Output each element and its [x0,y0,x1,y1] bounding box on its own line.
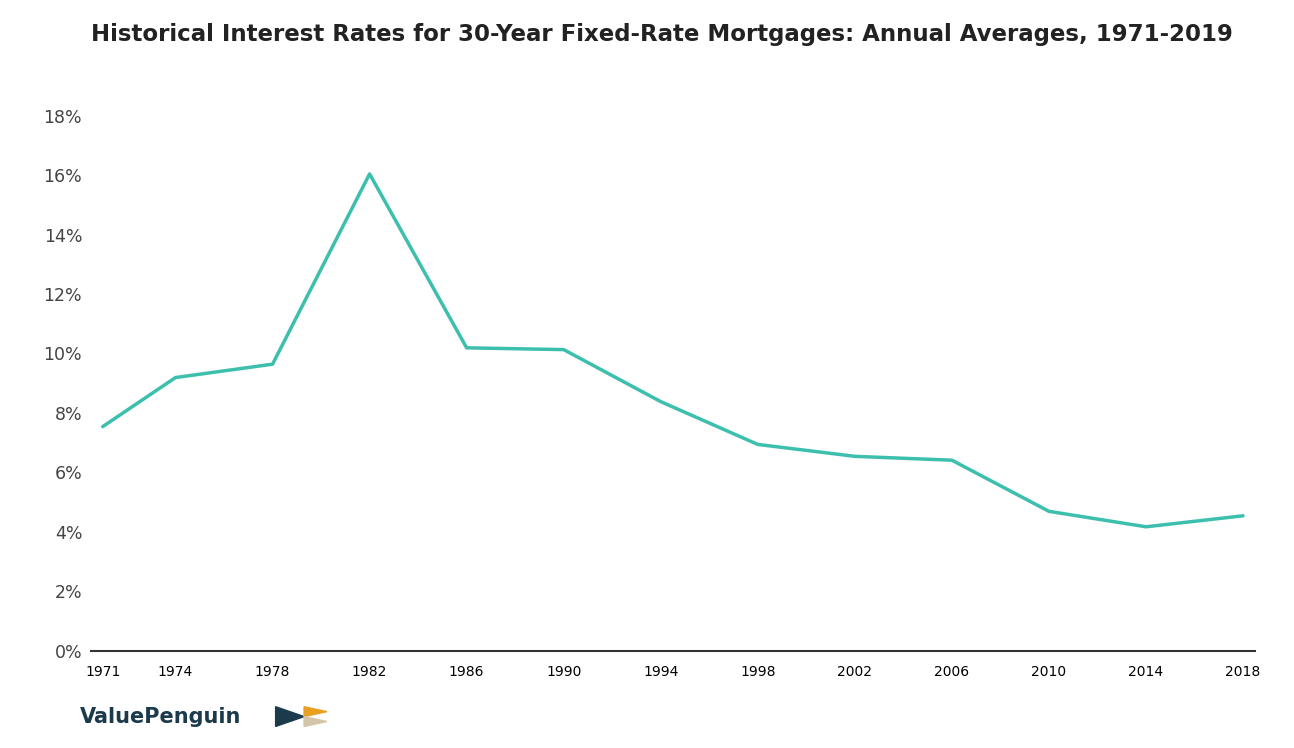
Text: ValuePenguin: ValuePenguin [80,707,242,726]
Text: Historical Interest Rates for 30-Year Fixed-Rate Mortgages: Annual Averages, 197: Historical Interest Rates for 30-Year Fi… [91,22,1232,46]
